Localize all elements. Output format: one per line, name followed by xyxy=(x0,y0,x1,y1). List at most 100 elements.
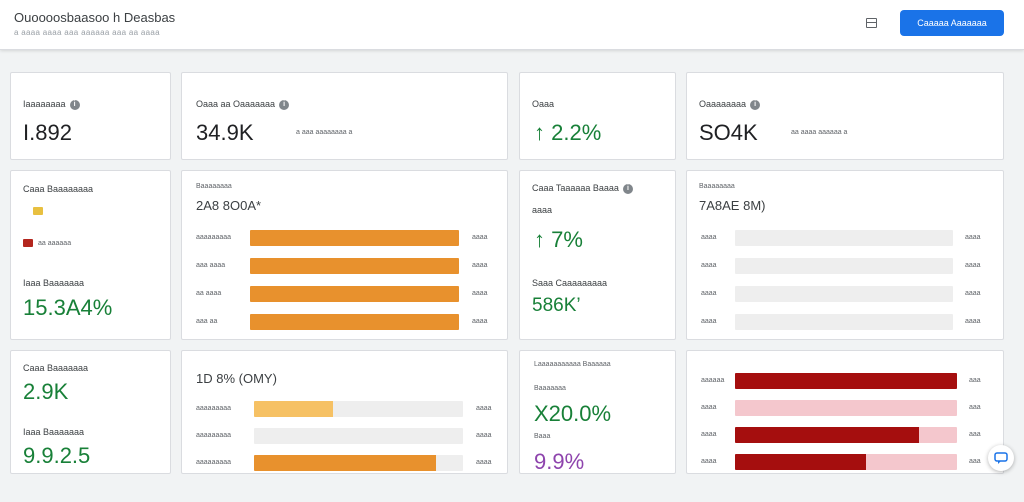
bar-fill xyxy=(254,455,436,471)
card-title: Laaaaaaaaaaa Baaaaaa xyxy=(534,361,611,368)
rate-value: X20.0% xyxy=(534,401,612,426)
progress-card[interactable]: 1D 8% (OMY) aaaaaaaaa aaaa aaaaaaaaa aaaa aa… xyxy=(181,350,508,474)
summary-value: 9.9.2.5 xyxy=(23,443,91,468)
kpi-value: SO4K xyxy=(699,120,758,145)
card-heading: 2A8 8O0A* xyxy=(196,198,262,213)
breakdown-card-gray[interactable]: Baaaaaaaa 7A8AE 8M) aaaa aaaa aaaa aaaa aaaa… xyxy=(686,170,1004,340)
info-icon[interactable]: i xyxy=(279,99,290,110)
breakdown-card-orange[interactable]: Baaaaaaaa 2A8 8O0A* aaaaaaaaa aaaa aaa aaa… xyxy=(181,170,508,340)
kpi-card-3[interactable]: Oaaa ↑ 2.2% xyxy=(519,72,676,160)
bar-fill xyxy=(254,401,334,417)
legend-text: aa aaaaaa xyxy=(38,239,72,247)
bar-label: aaaa xyxy=(701,318,717,325)
bar-value: aaaa xyxy=(472,290,488,297)
kpi-card-4[interactable]: Oaaaaaaaa i SO4K aa aaaa aaaaaa a xyxy=(686,72,1004,160)
legend-item: aa aaaaaa xyxy=(23,239,71,247)
kpi-value: 2.2% xyxy=(551,120,602,145)
bar-label: aaaa xyxy=(701,404,717,411)
bar-track xyxy=(735,400,957,416)
bar-value: aaaa xyxy=(965,290,981,297)
bar-value: aaa xyxy=(969,458,981,465)
chat-icon xyxy=(994,452,1008,464)
rate-card[interactable]: Laaaaaaaaaaa Baaaaaa Baaaaaaa X20.0% Baa… xyxy=(519,350,676,474)
bar-label: aaaa xyxy=(701,458,717,465)
bar-label: aaaaaaaaa xyxy=(196,459,232,466)
bar-track xyxy=(735,427,957,443)
trend-card[interactable]: Caaa Taaaaaa Baaaa i aaaa ↑ 7% Saaa Caaaa… xyxy=(519,170,676,340)
kpi-value-wrap: ↑ 2.2% xyxy=(534,120,601,146)
bar-value: aaaa xyxy=(472,234,488,241)
card-heading: 7A8AE 8M) xyxy=(699,198,766,213)
summary-value: 2.9K xyxy=(23,379,69,404)
bar-fill xyxy=(735,427,920,443)
bar-value: aaaa xyxy=(476,459,492,466)
info-icon[interactable]: i xyxy=(750,99,761,110)
bar-track xyxy=(250,230,459,246)
kpi-value: 34.9K xyxy=(196,120,254,145)
bar-value: aaaa xyxy=(476,405,492,412)
bar-label: aaaaaa xyxy=(701,377,725,384)
rate-value: 9.9% xyxy=(534,449,585,474)
card-header-label: Baaaaaaaa xyxy=(699,183,735,190)
bar-track xyxy=(735,373,957,389)
summary-label: Iaaa Baaaaaaa xyxy=(23,427,85,437)
card-title: Caaa Taaaaaa Baaaa xyxy=(532,183,619,193)
info-icon[interactable]: i xyxy=(622,183,633,194)
up-arrow-icon: ↑ xyxy=(534,120,545,145)
app-subtitle: a aaaa aaaa aaa aaaaaa aaa aa aaaa xyxy=(14,28,160,37)
chat-button[interactable] xyxy=(988,445,1014,471)
bar-label: aaaaaaaaa xyxy=(196,234,232,241)
kpi-label: Oaaa aa Oaaaaaaa xyxy=(196,99,276,109)
bar-track xyxy=(735,454,957,470)
kpi-note: aa aaaa aaaaaa a xyxy=(791,129,848,136)
trend-value-wrap: ↑ 7% xyxy=(534,227,583,253)
footer-value: 15.3A4% xyxy=(23,295,113,320)
info-icon[interactable]: i xyxy=(69,99,80,110)
bar-value: aaaa xyxy=(472,318,488,325)
kpi-label-wrap: Oaaa aa Oaaaaaaa i xyxy=(196,99,290,110)
summary-card[interactable]: Caaa Baaaaaaa 2.9K Iaaa Baaaaaaa 9.9.2.5 xyxy=(10,350,171,474)
card-title-wrap: Caaa Taaaaaa Baaaa i xyxy=(532,183,633,194)
kpi-value: I.892 xyxy=(23,120,72,145)
card-title: Caaa Baaaaaaaa xyxy=(23,184,94,194)
bar-track xyxy=(735,258,953,274)
bar-label: aaa aaaa xyxy=(196,262,226,269)
bar-track xyxy=(735,286,953,302)
bar-fill xyxy=(250,258,459,274)
bar-value: aaa xyxy=(969,404,981,411)
small-value: aaaa xyxy=(532,205,553,215)
kpi-label: Oaaa xyxy=(532,99,555,109)
legend-swatch xyxy=(33,207,43,215)
bar-label: aaaa xyxy=(701,262,717,269)
primary-action-button[interactable]: Caaaaa Aaaaaaa xyxy=(900,10,1004,36)
bar-label: aaaa xyxy=(701,290,717,297)
kpi-note: a aaa aaaaaaaa a xyxy=(296,129,353,136)
trend-value: 7% xyxy=(551,227,583,252)
app-title: Ouoooosbaasoo h Deasbas xyxy=(14,10,176,25)
sub-value: 586K’ xyxy=(532,295,581,316)
card-heading: 1D 8% (OMY) xyxy=(196,371,277,386)
bar-track xyxy=(250,314,459,330)
breakdown-card-red[interactable]: aaaaaa aaa aaaa aaa aaaa aaa aaaa aaa xyxy=(686,350,1004,474)
app-header: Ouoooosbaasoo h Deasbas a aaaa aaaa aaa … xyxy=(0,0,1024,50)
layout-toggle-button[interactable] xyxy=(861,14,881,32)
bar-track xyxy=(735,230,953,246)
sub-label: Saaa Caaaaaaaaa xyxy=(532,278,608,288)
bar-track xyxy=(735,314,953,330)
bar-track xyxy=(254,401,463,417)
bar-fill xyxy=(250,314,459,330)
channel-card[interactable]: Caaa Baaaaaaaa aa aaaaaa Iaaa Baaaaaaa 1… xyxy=(10,170,171,340)
kpi-label-wrap: Iaaaaaaaa i xyxy=(23,99,80,110)
bar-label: aaaa xyxy=(701,234,717,241)
bar-track xyxy=(254,455,463,471)
bar-label: aaa aa xyxy=(196,318,218,325)
bar-value: aaaa xyxy=(965,262,981,269)
bar-fill xyxy=(735,373,957,389)
bar-label: aaaa xyxy=(701,431,717,438)
bar-label: aa aaaa xyxy=(196,290,222,297)
kpi-card-1[interactable]: Iaaaaaaaa i I.892 xyxy=(10,72,171,160)
bar-label: aaaaaaaaa xyxy=(196,432,232,439)
kpi-card-2[interactable]: Oaaa aa Oaaaaaaa i 34.9K a aaa aaaaaaaa a xyxy=(181,72,508,160)
bar-value: aaaa xyxy=(965,234,981,241)
bar-track xyxy=(254,428,463,444)
